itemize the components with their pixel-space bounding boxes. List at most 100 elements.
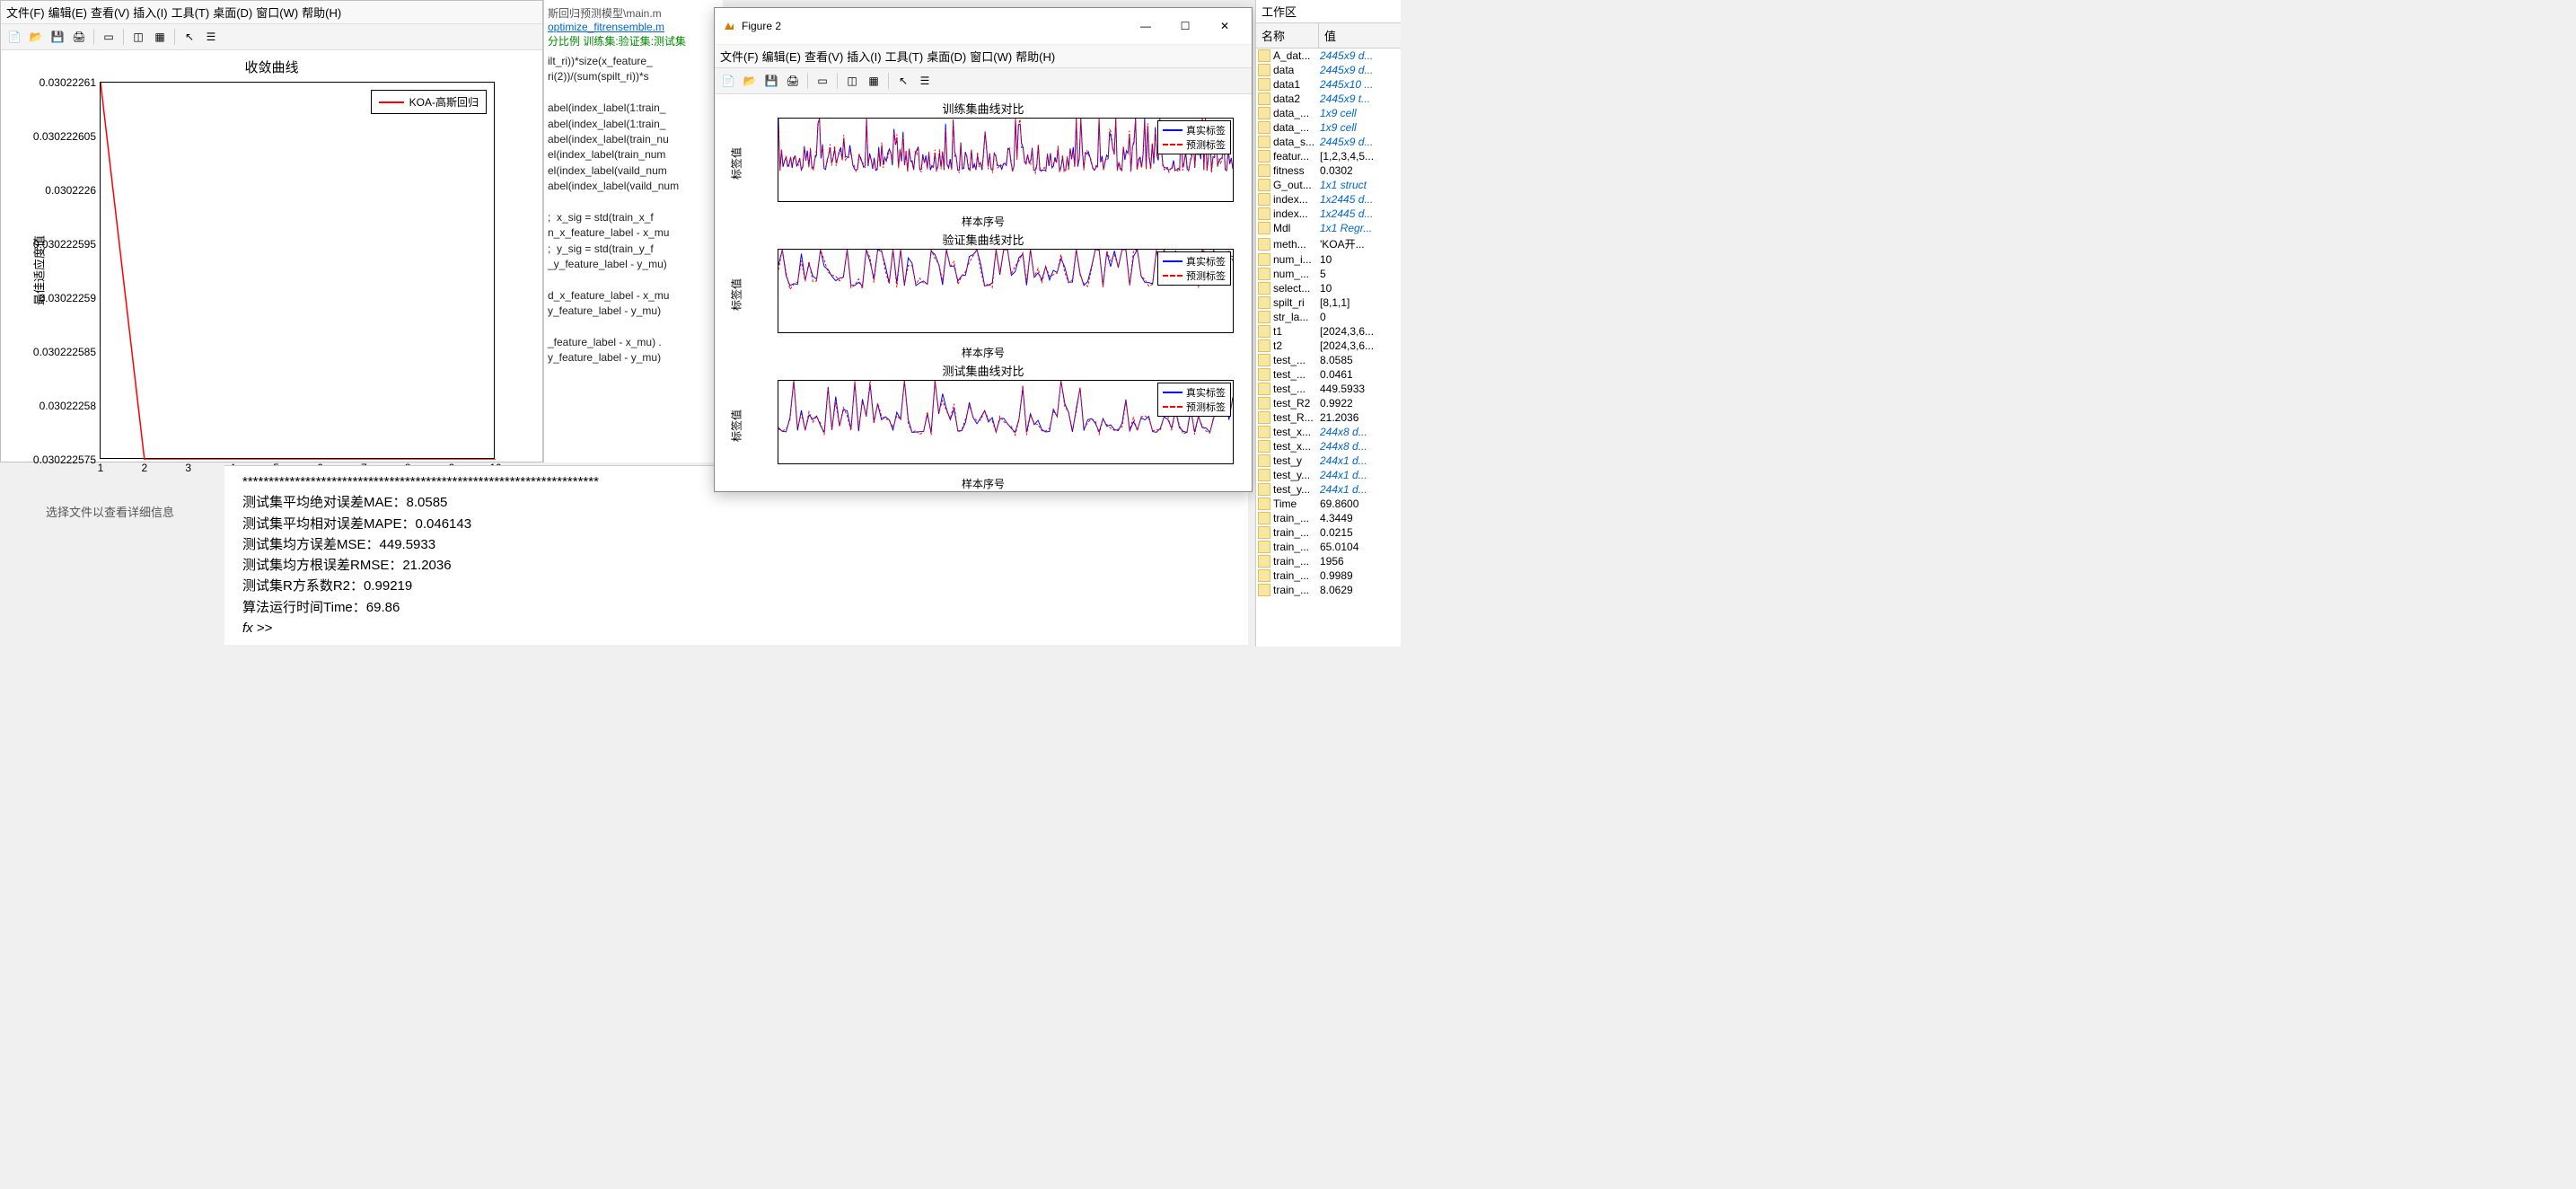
- subplot-legend: 真实标签预测标签: [1157, 251, 1231, 286]
- workspace-var[interactable]: test_...449.5933: [1256, 382, 1401, 396]
- menu-item[interactable]: 插入(I): [133, 4, 167, 21]
- workspace-var[interactable]: t1[2024,3,6...: [1256, 324, 1401, 339]
- var-icon: [1258, 222, 1270, 234]
- workspace-var[interactable]: str_la...0: [1256, 310, 1401, 324]
- workspace-var[interactable]: num_...5: [1256, 267, 1401, 281]
- menu-item[interactable]: 文件(F): [720, 48, 759, 65]
- workspace-var[interactable]: test_y...244x1 d...: [1256, 482, 1401, 497]
- menu-item[interactable]: 帮助(H): [1015, 48, 1055, 65]
- menu-item[interactable]: 桌面(D): [213, 4, 252, 21]
- menu-item[interactable]: 插入(I): [847, 48, 881, 65]
- var-icon: [1258, 555, 1270, 568]
- menu-item[interactable]: 编辑(E): [762, 48, 801, 65]
- matlab-icon: [722, 19, 736, 33]
- var-value: 65.0104: [1320, 541, 1399, 553]
- editor-tab[interactable]: optimize_fitrensemble.m: [548, 21, 719, 33]
- workspace-var[interactable]: Time69.8600: [1256, 497, 1401, 511]
- props-icon[interactable]: ☰: [915, 71, 935, 91]
- print-icon[interactable]: 🖨: [783, 71, 803, 91]
- var-name: test_...: [1273, 383, 1320, 395]
- workspace-var[interactable]: test_...0.0461: [1256, 367, 1401, 382]
- tile1-icon[interactable]: ◫: [842, 71, 862, 91]
- pointer-icon[interactable]: ↖: [893, 71, 913, 91]
- workspace-var[interactable]: data12445x10 ...: [1256, 77, 1401, 92]
- minimize-icon[interactable]: —: [1126, 13, 1165, 39]
- workspace-var[interactable]: G_out...1x1 struct: [1256, 178, 1401, 192]
- menu-item[interactable]: 窗口(W): [970, 48, 1012, 65]
- var-name: train_...: [1273, 512, 1320, 524]
- var-name: select...: [1273, 282, 1320, 295]
- menu-item[interactable]: 编辑(E): [48, 4, 87, 21]
- workspace-var[interactable]: index...1x2445 d...: [1256, 207, 1401, 221]
- workspace-var[interactable]: index...1x2445 d...: [1256, 192, 1401, 207]
- open-icon[interactable]: 📂: [26, 27, 46, 47]
- workspace-var[interactable]: test_y244x1 d...: [1256, 454, 1401, 468]
- workspace-var[interactable]: test_...8.0585: [1256, 353, 1401, 367]
- var-icon: [1258, 78, 1270, 91]
- workspace-var[interactable]: data22445x9 t...: [1256, 92, 1401, 106]
- menu-item[interactable]: 桌面(D): [927, 48, 966, 65]
- pointer-icon[interactable]: ↖: [180, 27, 199, 47]
- tile1-icon[interactable]: ◫: [128, 27, 148, 47]
- subplot-ylabel: 标签值: [729, 278, 744, 311]
- workspace-var[interactable]: num_i...10: [1256, 252, 1401, 267]
- props-icon[interactable]: ☰: [201, 27, 221, 47]
- layout-icon[interactable]: ▭: [813, 71, 832, 91]
- workspace-var[interactable]: select...10: [1256, 281, 1401, 295]
- close-icon[interactable]: ✕: [1205, 13, 1244, 39]
- workspace-var[interactable]: data2445x9 d...: [1256, 63, 1401, 77]
- workspace-var[interactable]: spilt_ri[8,1,1]: [1256, 295, 1401, 310]
- var-name: train_...: [1273, 569, 1320, 582]
- legend: KOA-高斯回归: [371, 90, 487, 114]
- var-name: test_R...: [1273, 411, 1320, 424]
- print-icon[interactable]: 🖨: [69, 27, 89, 47]
- workspace-var[interactable]: train_...65.0104: [1256, 540, 1401, 554]
- workspace-var[interactable]: A_dat...2445x9 d...: [1256, 48, 1401, 63]
- menu-item[interactable]: 文件(F): [6, 4, 45, 21]
- workspace-var[interactable]: test_R...21.2036: [1256, 410, 1401, 425]
- workspace-var[interactable]: train_...0.9989: [1256, 568, 1401, 583]
- subplot-xlabel: 样本序号: [962, 476, 1005, 491]
- menu-item[interactable]: 查看(V): [91, 4, 129, 21]
- new-icon[interactable]: 📄: [4, 27, 24, 47]
- var-value: [2024,3,6...: [1320, 339, 1399, 352]
- var-name: test_y...: [1273, 483, 1320, 496]
- layout-icon[interactable]: ▭: [99, 27, 119, 47]
- col-name[interactable]: 名称: [1256, 23, 1319, 48]
- maximize-icon[interactable]: ☐: [1165, 13, 1205, 39]
- workspace-var[interactable]: meth...'KOA开...: [1256, 235, 1401, 252]
- editor-panel: 斯回归预测模型\main.m optimize_fitrensemble.m 分…: [543, 0, 723, 462]
- tile2-icon[interactable]: ▦: [864, 71, 884, 91]
- workspace-var[interactable]: data_s...2445x9 d...: [1256, 135, 1401, 149]
- save-icon[interactable]: 💾: [761, 71, 781, 91]
- console-line: 测试集均方根误差RMSE：21.2036: [242, 555, 1230, 576]
- workspace-var[interactable]: data_...1x9 cell: [1256, 120, 1401, 135]
- figure2-title: Figure 2: [742, 20, 781, 32]
- open-icon[interactable]: 📂: [740, 71, 760, 91]
- workspace-var[interactable]: test_x...244x8 d...: [1256, 439, 1401, 454]
- menu-item[interactable]: 工具(T): [885, 48, 924, 65]
- workspace-var[interactable]: t2[2024,3,6...: [1256, 339, 1401, 353]
- workspace-var[interactable]: Mdl1x1 Regr...: [1256, 221, 1401, 235]
- workspace-var[interactable]: data_...1x9 cell: [1256, 106, 1401, 120]
- workspace-var[interactable]: test_R20.9922: [1256, 396, 1401, 410]
- workspace-var[interactable]: featur...[1,2,3,4,5...: [1256, 149, 1401, 163]
- menu-item[interactable]: 查看(V): [804, 48, 843, 65]
- col-value[interactable]: 值: [1319, 23, 1341, 48]
- workspace-var[interactable]: fitness0.0302: [1256, 163, 1401, 178]
- workspace-var[interactable]: train_...1956: [1256, 554, 1401, 568]
- workspace-var[interactable]: train_...8.0629: [1256, 583, 1401, 597]
- workspace-var[interactable]: train_...4.3449: [1256, 511, 1401, 525]
- tile2-icon[interactable]: ▦: [150, 27, 170, 47]
- var-value: 21.2036: [1320, 411, 1399, 424]
- new-icon[interactable]: 📄: [718, 71, 738, 91]
- workspace-var[interactable]: test_x...244x8 d...: [1256, 425, 1401, 439]
- var-icon: [1258, 121, 1270, 134]
- workspace-var[interactable]: test_y...244x1 d...: [1256, 468, 1401, 482]
- menu-item[interactable]: 窗口(W): [256, 4, 298, 21]
- menu-item[interactable]: 工具(T): [171, 4, 210, 21]
- save-icon[interactable]: 💾: [48, 27, 67, 47]
- menu-item[interactable]: 帮助(H): [302, 4, 341, 21]
- var-name: num_...: [1273, 268, 1320, 280]
- workspace-var[interactable]: train_...0.0215: [1256, 525, 1401, 540]
